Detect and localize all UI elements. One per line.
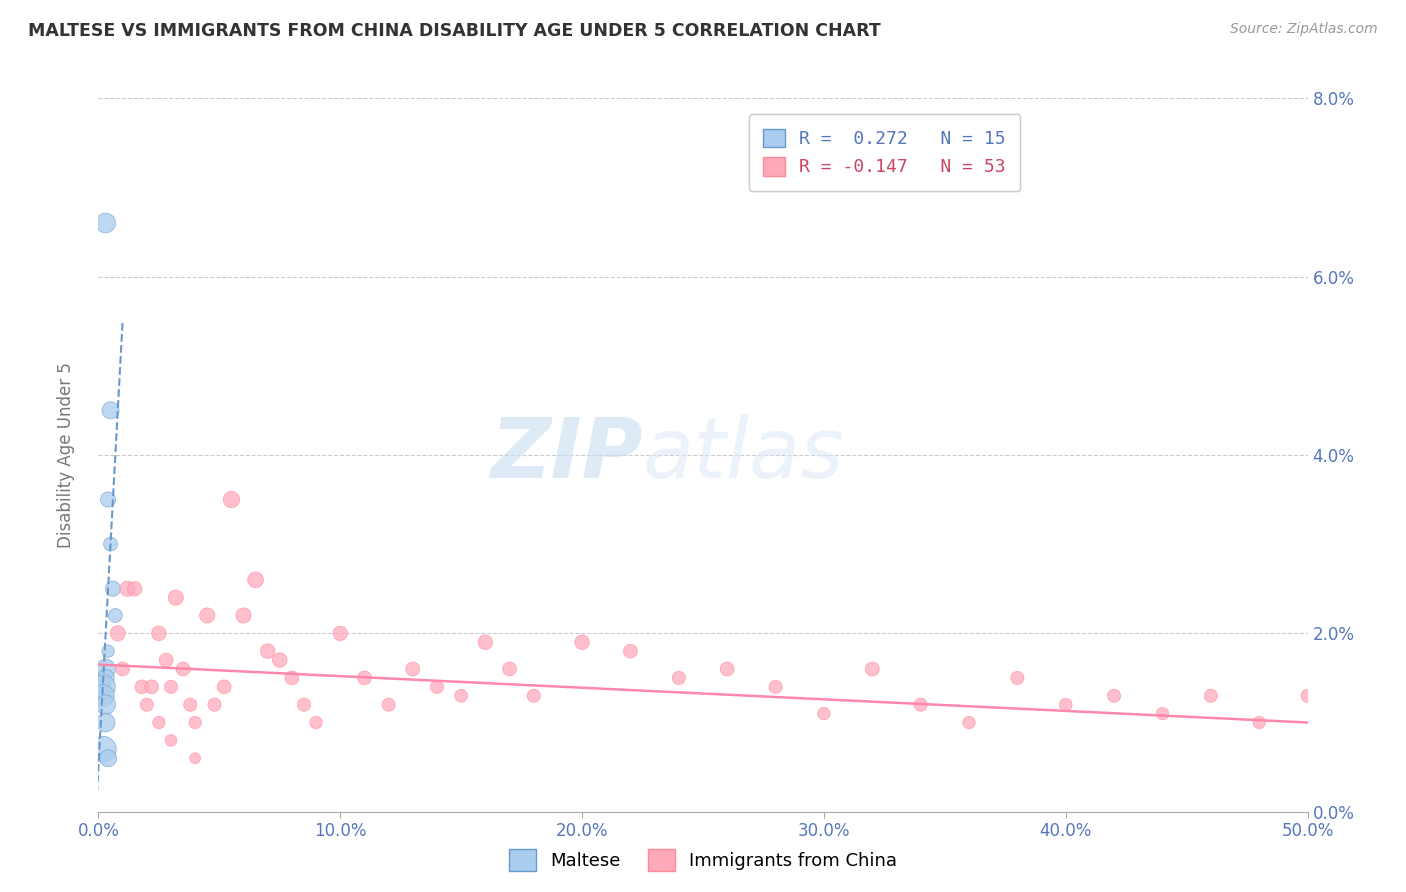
Point (957, 715, 980, 730)
Point (329, 626, 352, 640)
Point (281, 671, 304, 685)
Point (184, 715, 207, 730)
Point (498, 662, 520, 676)
Point (1054, 698, 1077, 712)
Point (172, 662, 194, 676)
Point (91, 742, 114, 756)
Point (91, 689, 114, 703)
Point (245, 573, 267, 587)
Point (1007, 671, 1029, 685)
Point (212, 680, 235, 694)
Point (101, 582, 124, 596)
Point (813, 706, 835, 721)
Point (232, 608, 254, 623)
Point (1199, 689, 1222, 703)
Point (716, 662, 738, 676)
Point (184, 751, 207, 765)
Point (765, 680, 787, 694)
Point (165, 591, 187, 605)
Point (179, 698, 201, 712)
Point (160, 733, 183, 747)
Point (148, 715, 170, 730)
Point (94, 715, 117, 730)
Point (474, 635, 496, 649)
Point (571, 635, 593, 649)
Text: ZIP: ZIP (489, 415, 643, 495)
Point (860, 662, 883, 676)
Point (305, 715, 328, 730)
Point (1296, 689, 1319, 703)
Point (124, 582, 146, 596)
Point (256, 644, 278, 658)
Point (619, 644, 641, 658)
Point (269, 653, 291, 667)
Point (195, 608, 218, 623)
Point (1152, 706, 1174, 721)
Point (91, 680, 114, 694)
Point (668, 671, 690, 685)
Point (160, 680, 183, 694)
Point (104, 608, 127, 623)
Point (111, 662, 134, 676)
Text: MALTESE VS IMMIGRANTS FROM CHINA DISABILITY AGE UNDER 5 CORRELATION CHART: MALTESE VS IMMIGRANTS FROM CHINA DISABIL… (28, 22, 882, 40)
Legend: R =  0.272   N = 15, R = -0.147   N = 53: R = 0.272 N = 15, R = -0.147 N = 53 (749, 114, 1021, 191)
Text: Source: ZipAtlas.com: Source: ZipAtlas.com (1230, 22, 1378, 37)
Point (353, 671, 375, 685)
Point (148, 626, 170, 640)
Point (107, 626, 129, 640)
Point (94, 662, 117, 676)
Point (910, 698, 932, 712)
Point (97, 751, 120, 765)
Point (94, 216, 117, 230)
Point (1102, 689, 1125, 703)
Point (97, 492, 120, 507)
Legend: Maltese, Immigrants from China: Maltese, Immigrants from China (502, 842, 904, 879)
Point (377, 698, 399, 712)
Point (155, 653, 177, 667)
Point (97, 644, 120, 658)
Point (1249, 715, 1271, 730)
Point (450, 689, 472, 703)
Point (117, 582, 139, 596)
Point (135, 698, 157, 712)
Point (94, 671, 117, 685)
Y-axis label: Disability Age Under 5: Disability Age Under 5 (56, 362, 75, 548)
Point (141, 680, 163, 694)
Point (204, 698, 226, 712)
Point (94, 698, 117, 712)
Point (100, 403, 122, 417)
Point (523, 689, 546, 703)
Point (100, 537, 122, 551)
Point (292, 698, 315, 712)
Point (221, 492, 243, 507)
Text: atlas: atlas (643, 415, 844, 495)
Point (131, 680, 153, 694)
Point (426, 680, 449, 694)
Point (402, 662, 425, 676)
